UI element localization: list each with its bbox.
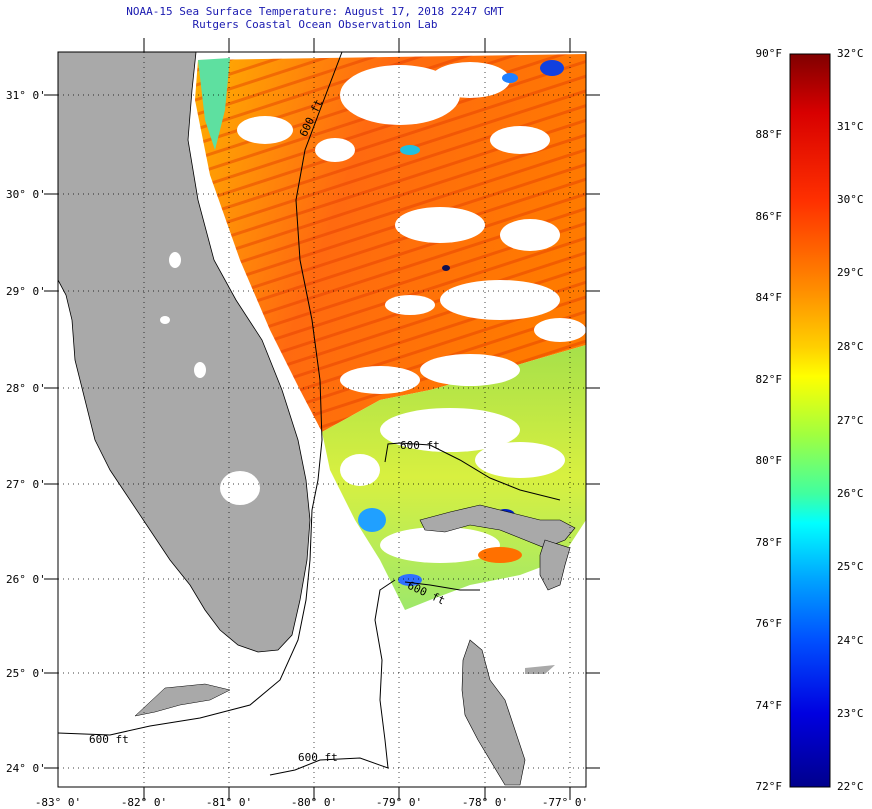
axis-ticks bbox=[44, 38, 600, 800]
c-tick: 32°C bbox=[837, 47, 864, 60]
lat-label: 29° 0' bbox=[6, 285, 46, 298]
f-tick: 80°F bbox=[756, 454, 783, 467]
c-tick: 29°C bbox=[837, 266, 864, 279]
lon-label: -81° 0' bbox=[206, 796, 252, 809]
c-tick: 22°C bbox=[837, 780, 864, 793]
lon-label: -77° 0' bbox=[542, 796, 588, 809]
f-tick: 90°F bbox=[756, 47, 783, 60]
f-tick: 84°F bbox=[756, 291, 783, 304]
c-tick: 28°C bbox=[837, 340, 864, 353]
f-tick: 88°F bbox=[756, 128, 783, 141]
sst-swath bbox=[195, 54, 586, 610]
c-tick: 31°C bbox=[837, 120, 864, 133]
isobath-600ft bbox=[57, 51, 561, 776]
lon-label: -83° 0' bbox=[35, 796, 81, 809]
lat-label: 24° 0' bbox=[6, 762, 46, 775]
lat-label: 27° 0' bbox=[6, 478, 46, 491]
longitude-labels: -83° 0' -82° 0' -81° 0' -80° 0' -79° 0' … bbox=[35, 796, 588, 809]
map-subtitle: Rutgers Coastal Ocean Observation Lab bbox=[192, 18, 438, 31]
cloud-mask bbox=[237, 62, 586, 563]
f-tick: 76°F bbox=[756, 617, 783, 630]
f-tick: 72°F bbox=[756, 780, 783, 793]
c-tick: 26°C bbox=[837, 487, 864, 500]
c-tick: 25°C bbox=[837, 560, 864, 573]
map-title: NOAA-15 Sea Surface Temperature: August … bbox=[126, 5, 504, 18]
colorbar-gradient bbox=[789, 53, 831, 788]
lat-label: 28° 0' bbox=[6, 382, 46, 395]
isobath-label: 600 ft bbox=[400, 439, 440, 452]
lon-label: -79° 0' bbox=[376, 796, 422, 809]
isobath-label: 600 ft bbox=[89, 733, 129, 746]
c-tick: 23°C bbox=[837, 707, 864, 720]
lon-label: -78° 0' bbox=[462, 796, 508, 809]
lat-label: 30° 0' bbox=[6, 188, 46, 201]
isobath-label: 600 ft bbox=[298, 751, 338, 764]
lat-label: 31° 0' bbox=[6, 89, 46, 102]
f-tick: 74°F bbox=[756, 699, 783, 712]
c-tick: 30°C bbox=[837, 193, 864, 206]
lon-label: -80° 0' bbox=[291, 796, 337, 809]
map-frame bbox=[57, 51, 587, 788]
c-tick: 27°C bbox=[837, 414, 864, 427]
lat-label: 26° 0' bbox=[6, 573, 46, 586]
f-tick: 82°F bbox=[756, 373, 783, 386]
latitude-labels: 31° 0' 30° 0' 29° 0' 28° 0' 27° 0' 26° 0… bbox=[6, 89, 46, 775]
celsius-labels: 32°C 31°C 30°C 29°C 28°C 27°C 26°C 25°C … bbox=[837, 47, 864, 793]
graticule bbox=[58, 52, 586, 787]
lat-label: 25° 0' bbox=[6, 667, 46, 680]
lake-okeechobee bbox=[220, 471, 260, 505]
land bbox=[57, 51, 576, 786]
lon-label: -82° 0' bbox=[121, 796, 167, 809]
c-tick: 24°C bbox=[837, 634, 864, 647]
f-tick: 78°F bbox=[756, 536, 783, 549]
fahrenheit-labels: 90°F 88°F 86°F 84°F 82°F 80°F 78°F 76°F … bbox=[756, 47, 783, 793]
f-tick: 86°F bbox=[756, 210, 783, 223]
